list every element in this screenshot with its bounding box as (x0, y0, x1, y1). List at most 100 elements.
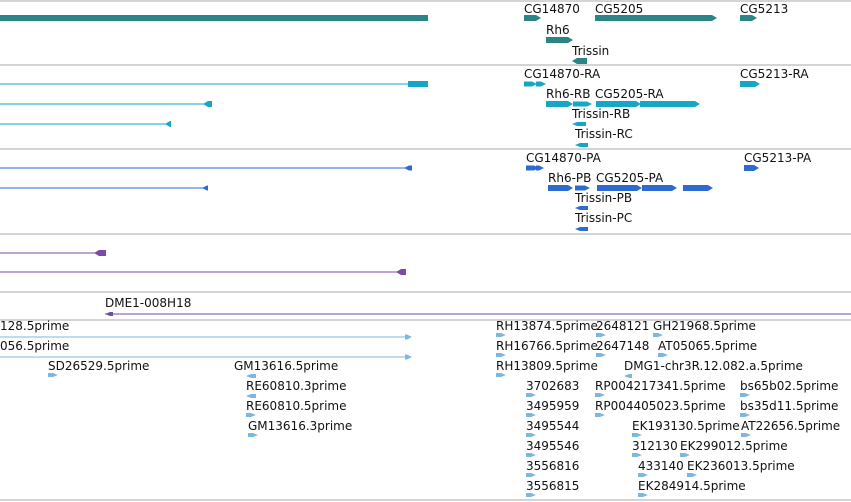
feature-label[interactable]: Rh6-PB (548, 171, 592, 185)
feature-label[interactable]: RH13809.5prime (496, 359, 598, 373)
feature-label[interactable]: AT22656.5prime (741, 419, 841, 433)
transcript-exon[interactable] (408, 81, 428, 87)
transcript-exon[interactable] (404, 165, 412, 171)
feature-label[interactable]: EK193130.5prime (632, 419, 740, 433)
feature-label[interactable]: EK236013.5prime (687, 459, 795, 473)
gene-arrow[interactable] (572, 58, 587, 64)
est-marker[interactable] (595, 393, 605, 397)
est-marker[interactable] (246, 374, 256, 378)
est-marker[interactable] (653, 333, 663, 337)
feature-label[interactable]: 056.5prime (0, 339, 70, 353)
feature-label[interactable]: EK284914.5prime (638, 479, 746, 493)
feature-label[interactable]: RH13874.5prime (496, 319, 598, 333)
est-marker[interactable] (526, 413, 536, 417)
est-marker[interactable] (526, 453, 536, 457)
transcript-exon[interactable] (640, 101, 700, 107)
feature-label[interactable]: RH16766.5prime (496, 339, 598, 353)
est-marker[interactable] (405, 354, 412, 360)
feature-label[interactable]: 3702683 (526, 379, 580, 393)
feature-label[interactable]: Trissin-RC (575, 127, 633, 141)
feature-label[interactable]: RP004217341.5prime (595, 379, 726, 393)
est-marker[interactable] (632, 433, 642, 437)
feature-label[interactable]: DME1-008H18 (105, 296, 192, 310)
feature-label[interactable]: bs65b02.5prime (740, 379, 839, 393)
feature-label[interactable]: CG14870 (524, 2, 580, 16)
est-marker[interactable] (496, 353, 506, 357)
feature-label[interactable]: SD26529.5prime (48, 359, 150, 373)
est-marker[interactable] (496, 373, 506, 377)
transcript-exon[interactable] (203, 101, 212, 107)
transcript-exon[interactable] (575, 206, 588, 210)
feature-label[interactable]: RP004405023.5prime (595, 399, 726, 413)
feature-label[interactable]: DMG1-chr3R.12.082.a.5prime (624, 359, 803, 373)
feature-label[interactable]: Trissin-RB (572, 107, 631, 121)
transcript-exon[interactable] (536, 81, 546, 87)
est-marker[interactable] (638, 473, 648, 477)
transcript-exon[interactable] (683, 185, 713, 191)
feature-label[interactable]: 3556816 (526, 459, 580, 473)
transcript-exon[interactable] (572, 122, 586, 126)
est-marker[interactable] (526, 493, 536, 497)
feature-label[interactable]: 128.5prime (0, 319, 70, 333)
feature-label[interactable]: Trissin-PB (575, 191, 633, 205)
feature-label[interactable]: GM13616.3prime (248, 419, 353, 433)
transcript-exon[interactable] (597, 185, 642, 191)
feature-label[interactable]: CG5213 (740, 2, 789, 16)
est-marker[interactable] (248, 433, 258, 437)
transcript-exon[interactable] (575, 143, 588, 147)
est-marker[interactable] (405, 334, 412, 340)
est-marker[interactable] (596, 353, 606, 357)
feature-label[interactable]: CG5205 (595, 2, 644, 16)
est-marker[interactable] (632, 453, 642, 457)
feature-label[interactable]: RE60810.3prime (246, 379, 347, 393)
feature-label[interactable]: Trissin-PC (575, 211, 633, 225)
est-marker[interactable] (526, 393, 536, 397)
transcript-exon[interactable] (526, 165, 539, 171)
transcript-exon[interactable] (575, 185, 590, 191)
transcript-exon[interactable] (642, 185, 677, 191)
est-marker[interactable] (526, 433, 536, 437)
est-marker[interactable] (48, 373, 58, 377)
feature-label[interactable]: 3495959 (526, 399, 580, 413)
est-marker[interactable] (596, 333, 606, 337)
transcript-exon[interactable] (596, 101, 641, 107)
transcript-exon[interactable] (536, 165, 544, 171)
feature-label[interactable]: CG5213-RA (740, 67, 809, 81)
transcript-exon[interactable] (524, 81, 537, 87)
feature-label[interactable]: Rh6 (546, 23, 570, 37)
feature-label[interactable]: 2647148 (596, 339, 650, 353)
est-marker[interactable] (496, 333, 506, 337)
feature-label[interactable]: RE60810.5prime (246, 399, 347, 413)
clone-start[interactable] (105, 312, 113, 316)
feature-label[interactable]: bs35d11.5prime (740, 399, 839, 413)
feature-label[interactable]: 2648121 (596, 319, 650, 333)
gene-bar[interactable] (0, 15, 428, 21)
est-marker[interactable] (638, 493, 648, 497)
gene-arrow[interactable] (524, 15, 541, 21)
feature-label[interactable]: 3556815 (526, 479, 580, 493)
transcript-exon[interactable] (548, 185, 573, 191)
est-marker[interactable] (740, 393, 750, 397)
est-marker[interactable] (740, 413, 750, 417)
feature-bar[interactable] (396, 269, 406, 275)
transcript-exon[interactable] (202, 185, 208, 191)
est-marker[interactable] (687, 473, 697, 477)
est-marker[interactable] (741, 433, 751, 437)
feature-bar[interactable] (94, 250, 106, 256)
feature-label[interactable]: 3495546 (526, 439, 580, 453)
feature-label[interactable]: GH21968.5prime (653, 319, 756, 333)
feature-label[interactable]: Trissin (572, 44, 610, 58)
transcript-exon[interactable] (573, 101, 592, 107)
est-marker[interactable] (526, 473, 536, 477)
feature-label[interactable]: CG5213-PA (744, 151, 812, 165)
transcript-exon[interactable] (546, 101, 573, 107)
gene-arrow[interactable] (546, 37, 573, 43)
est-marker[interactable] (595, 413, 605, 417)
feature-label[interactable]: 312130 (632, 439, 678, 453)
transcript-exon[interactable] (744, 165, 759, 171)
est-marker[interactable] (246, 394, 256, 398)
gene-arrow[interactable] (595, 15, 717, 21)
feature-label[interactable]: AT05065.5prime (658, 339, 758, 353)
feature-label[interactable]: 433140 (638, 459, 684, 473)
est-marker[interactable] (246, 413, 256, 417)
